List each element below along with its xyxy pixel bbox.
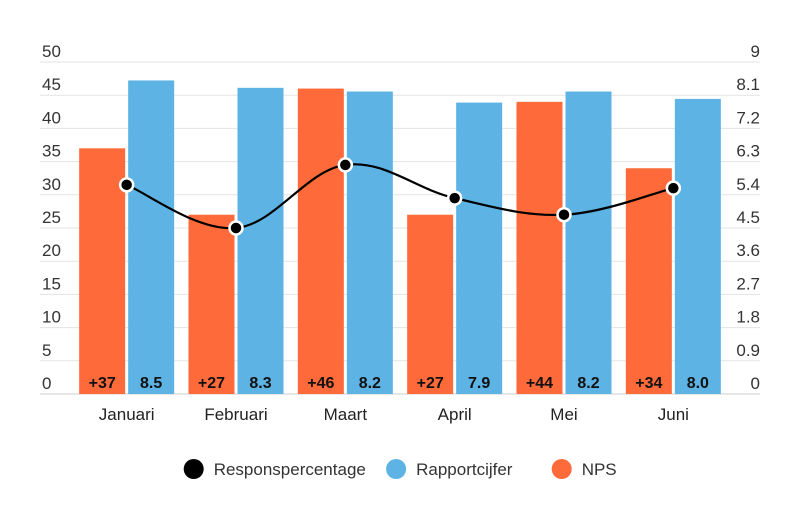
nps-bar xyxy=(625,168,672,394)
rapportcijfer-bar xyxy=(456,102,503,395)
nps-bar xyxy=(188,214,235,394)
nps-bar xyxy=(407,214,454,394)
responspercentage-point xyxy=(118,177,135,193)
right-tick-label: 9 xyxy=(751,42,760,61)
rapportcijfer-bar xyxy=(128,80,175,394)
category-labels: Januari Februari Maart April Mei Juni xyxy=(99,405,689,424)
nps-value-label: +34 xyxy=(635,375,662,392)
left-tick-label: 30 xyxy=(42,175,61,194)
left-tick-label: 45 xyxy=(42,75,61,94)
category-label: Juni xyxy=(658,405,689,424)
right-tick-label: 8.1 xyxy=(736,75,760,94)
right-tick-label: 5.4 xyxy=(736,175,760,194)
nps-value-label: +44 xyxy=(526,375,553,392)
left-axis-ticks: 0 5 10 15 20 25 30 35 40 45 50 xyxy=(42,42,61,393)
legend-label: Responspercentage xyxy=(214,460,366,479)
right-tick-label: 1.8 xyxy=(736,308,760,327)
nps-value-label: +27 xyxy=(198,375,225,392)
rapportcijfer-value-label: 8.0 xyxy=(687,375,709,392)
right-tick-label: 4.5 xyxy=(736,208,760,227)
nps-value-label: +46 xyxy=(307,375,334,392)
rapportcijfer-value-label: 8.3 xyxy=(249,375,271,392)
category-label: Mei xyxy=(550,405,577,424)
nps-bar xyxy=(297,88,344,394)
category-label: Maart xyxy=(324,405,368,424)
legend-marker xyxy=(551,459,572,479)
rapportcijfer-bar xyxy=(674,98,721,394)
left-tick-label: 40 xyxy=(42,108,61,127)
right-tick-label: 0 xyxy=(751,374,760,393)
left-tick-label: 15 xyxy=(42,274,61,293)
rapportcijfer-value-label: 8.5 xyxy=(140,375,162,392)
legend-label: Rapportcijfer xyxy=(416,460,513,479)
nps-value-label: +27 xyxy=(417,375,444,392)
nps-bar xyxy=(516,101,563,394)
left-tick-label: 0 xyxy=(42,374,51,393)
right-axis-ticks: 0 0.9 1.8 2.7 3.6 4.5 5.4 6.3 7.2 8.1 9 xyxy=(736,42,760,393)
rapportcijfer-bar xyxy=(237,87,284,395)
left-tick-label: 20 xyxy=(42,241,61,260)
left-tick-label: 25 xyxy=(42,208,61,227)
rapportcijfer-bar xyxy=(346,91,393,394)
legend-marker xyxy=(183,459,204,479)
line-series xyxy=(118,157,682,236)
legend-label: NPS xyxy=(582,460,617,479)
legend: Responspercentage Rapportcijfer NPS xyxy=(183,459,617,479)
nps-value-label: +37 xyxy=(89,375,116,392)
right-tick-label: 3.6 xyxy=(736,241,760,260)
right-tick-label: 2.7 xyxy=(736,274,760,293)
left-tick-label: 5 xyxy=(42,341,51,360)
left-tick-label: 35 xyxy=(42,142,61,161)
responspercentage-point xyxy=(665,180,682,196)
category-label: Februari xyxy=(204,405,267,424)
rapportcijfer-value-label: 8.2 xyxy=(577,375,599,392)
right-tick-label: 6.3 xyxy=(736,142,760,161)
right-tick-label: 7.2 xyxy=(736,108,760,127)
rapportcijfer-bar xyxy=(565,91,612,394)
responspercentage-point xyxy=(337,157,354,173)
category-label: Januari xyxy=(99,405,155,424)
responspercentage-point xyxy=(228,220,244,236)
bars xyxy=(79,80,721,395)
legend-marker xyxy=(386,459,407,479)
right-tick-label: 0.9 xyxy=(736,341,760,360)
category-label: April xyxy=(438,405,472,424)
responspercentage-point xyxy=(446,190,463,206)
nps-bar xyxy=(79,148,126,394)
responspercentage-point xyxy=(556,206,572,223)
left-tick-label: 50 xyxy=(42,42,61,61)
rapportcijfer-value-label: 7.9 xyxy=(468,375,490,392)
data-labels: +37 8.5 +27 8.3 +46 8.2 +27 7.9 +44 8.2 +34 8.0 xyxy=(89,375,709,392)
rapportcijfer-value-label: 8.2 xyxy=(359,375,381,392)
left-tick-label: 10 xyxy=(42,308,61,327)
